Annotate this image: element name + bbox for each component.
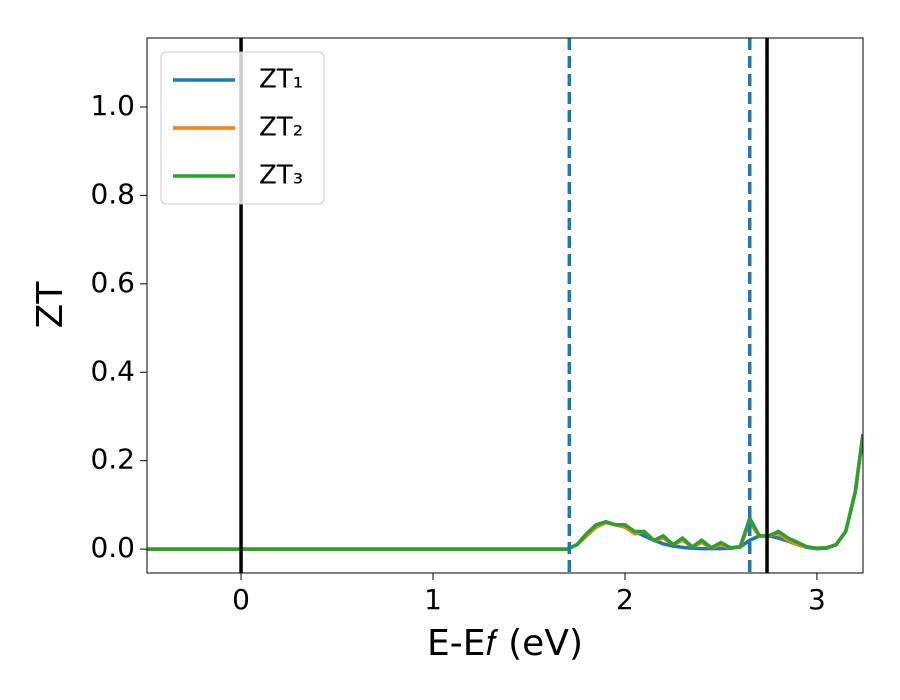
- x-tick-label: 0: [232, 583, 250, 616]
- y-tick-label: 0.2: [90, 443, 135, 476]
- y-tick-label: 1.0: [90, 89, 135, 122]
- plot-frame: [146, 37, 864, 574]
- series-line: [147, 433, 863, 551]
- y-axis-label: ZT: [30, 281, 71, 329]
- y-tick-label: 0.4: [90, 354, 135, 387]
- legend-box: [160, 51, 325, 205]
- y-tick-label: 0.8: [90, 177, 135, 210]
- y-tick-label: 0.0: [90, 531, 135, 564]
- x-tick-label: 3: [808, 583, 826, 616]
- legend-label: ZT₁: [259, 65, 303, 95]
- legend-label: ZT₃: [259, 161, 303, 191]
- x-tick-label: 1: [424, 583, 442, 616]
- y-tick-label: 0.6: [90, 266, 135, 299]
- x-axis-label: E-E𝑓 (eV): [427, 623, 583, 664]
- legend-label: ZT₂: [259, 113, 303, 143]
- x-tick-label: 2: [616, 583, 634, 616]
